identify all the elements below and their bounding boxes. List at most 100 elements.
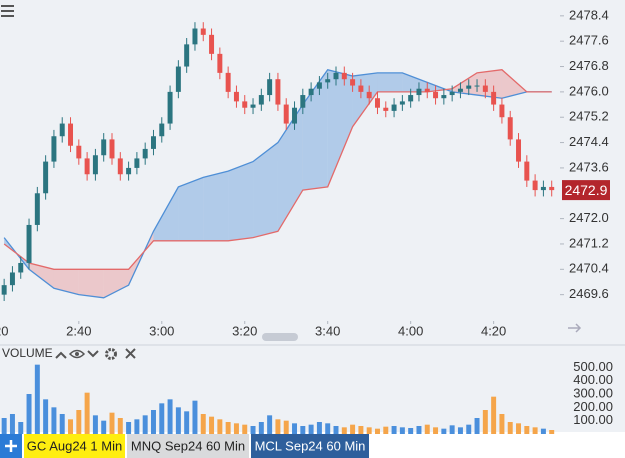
candle-body — [449, 91, 455, 96]
volume-tick-label: 200.00 — [573, 399, 613, 414]
candle-body — [482, 85, 488, 92]
volume-bar — [507, 422, 513, 434]
candle-body — [209, 34, 215, 54]
volume-bar — [101, 420, 107, 434]
candle-body — [549, 186, 555, 191]
volume-bar — [300, 426, 306, 434]
candle-body — [184, 44, 190, 67]
volume-bar — [159, 403, 165, 434]
last-price-label: 2472.9 — [565, 182, 608, 198]
candle-body — [134, 158, 140, 168]
volume-bar — [258, 422, 264, 434]
volume-bar — [466, 424, 472, 434]
candle-body — [341, 72, 347, 80]
candle-body — [524, 161, 530, 181]
x-tick-label: 2:20 — [0, 323, 9, 338]
volume-bar — [34, 364, 40, 434]
tab-label: MCL Sep24 60 Min — [255, 438, 366, 453]
tab-label: GC Aug24 1 Min — [27, 438, 122, 453]
y-tick-label: 2471.2 — [569, 235, 609, 250]
candle-body — [283, 104, 289, 124]
volume-bar — [524, 426, 530, 434]
move-up-icon[interactable] — [55, 351, 67, 359]
candle-body — [333, 72, 339, 80]
volume-title: VOLUME — [2, 346, 53, 360]
candle-body — [225, 72, 231, 92]
candle-body — [76, 145, 82, 159]
volume-bar — [474, 418, 480, 434]
candle-body — [175, 66, 181, 92]
candle-body — [275, 79, 281, 105]
candle-body — [366, 91, 372, 99]
candle-body — [192, 28, 198, 45]
y-tick-label: 2470.4 — [569, 261, 609, 276]
candle-body — [466, 85, 472, 89]
volume-bar — [292, 423, 298, 434]
volume-bar — [275, 419, 281, 434]
volume-bar — [424, 424, 430, 434]
menu-icon[interactable] — [1, 5, 14, 17]
candle-body — [200, 28, 206, 35]
candle-body — [101, 139, 107, 156]
y-tick-label: 2478.4 — [569, 7, 609, 22]
cloud-fill — [203, 171, 229, 241]
volume-bar — [18, 422, 24, 434]
volume-bar — [308, 424, 314, 434]
move-down-icon[interactable] — [87, 350, 99, 358]
candle-body — [159, 123, 165, 137]
candle-body — [1, 285, 7, 295]
candle-body — [92, 155, 98, 175]
y-tick-label: 2474.4 — [569, 134, 609, 149]
candle-body — [43, 161, 49, 194]
volume-tick-label: 300.00 — [573, 385, 613, 400]
candle-body — [424, 88, 430, 92]
add-tab-button[interactable] — [0, 434, 22, 458]
chart-tab[interactable]: GC Aug24 1 Min — [24, 434, 125, 458]
x-tick-label: 3:20 — [232, 323, 257, 338]
volume-bar — [150, 410, 156, 434]
cloud-fill — [327, 69, 353, 187]
candle-body — [9, 272, 15, 286]
chart-tab[interactable]: MNQ Sep24 60 Min — [127, 434, 249, 458]
candle-body — [18, 262, 24, 273]
volume-bar — [499, 414, 505, 434]
candle-body — [300, 95, 306, 108]
volume-bar — [408, 428, 414, 434]
volume-toolbar — [55, 348, 136, 360]
volume-bar — [333, 426, 339, 434]
volume-bar — [167, 399, 173, 434]
volume-bar — [117, 418, 123, 434]
cloud-fill — [29, 262, 54, 289]
candle-body — [457, 88, 463, 92]
candle-body — [233, 91, 239, 102]
scrollbar[interactable] — [262, 333, 298, 341]
volume-bar — [192, 400, 198, 434]
candle-body — [59, 123, 65, 137]
scroll-arrow[interactable] — [568, 323, 582, 333]
volume-bar — [92, 415, 98, 434]
cloud-fill — [477, 69, 502, 99]
volume-tick-label: 500.00 — [573, 359, 613, 374]
volume-bar — [358, 426, 364, 434]
cloud-fill — [501, 69, 527, 99]
volume-bar — [433, 427, 439, 434]
chart-tab[interactable]: MCL Sep24 60 Min — [251, 434, 369, 458]
volume-bar — [316, 422, 322, 434]
y-tick-label: 2473.6 — [569, 159, 609, 174]
candle-body — [540, 186, 546, 191]
volume-bar — [391, 426, 397, 434]
candle-body — [126, 167, 132, 175]
volume-bar — [325, 423, 331, 434]
settings-icon[interactable] — [105, 348, 117, 360]
volume-bar — [184, 411, 190, 434]
candle-body — [142, 148, 148, 159]
volume-bar — [491, 396, 497, 434]
close-icon[interactable] — [125, 348, 136, 359]
visibility-icon[interactable] — [68, 349, 86, 359]
cloud-fill — [103, 269, 129, 298]
candle-body — [374, 98, 380, 108]
candle-body — [84, 158, 90, 175]
candle-body — [399, 101, 405, 105]
volume-bar — [441, 428, 447, 434]
volume-bar — [225, 422, 231, 434]
